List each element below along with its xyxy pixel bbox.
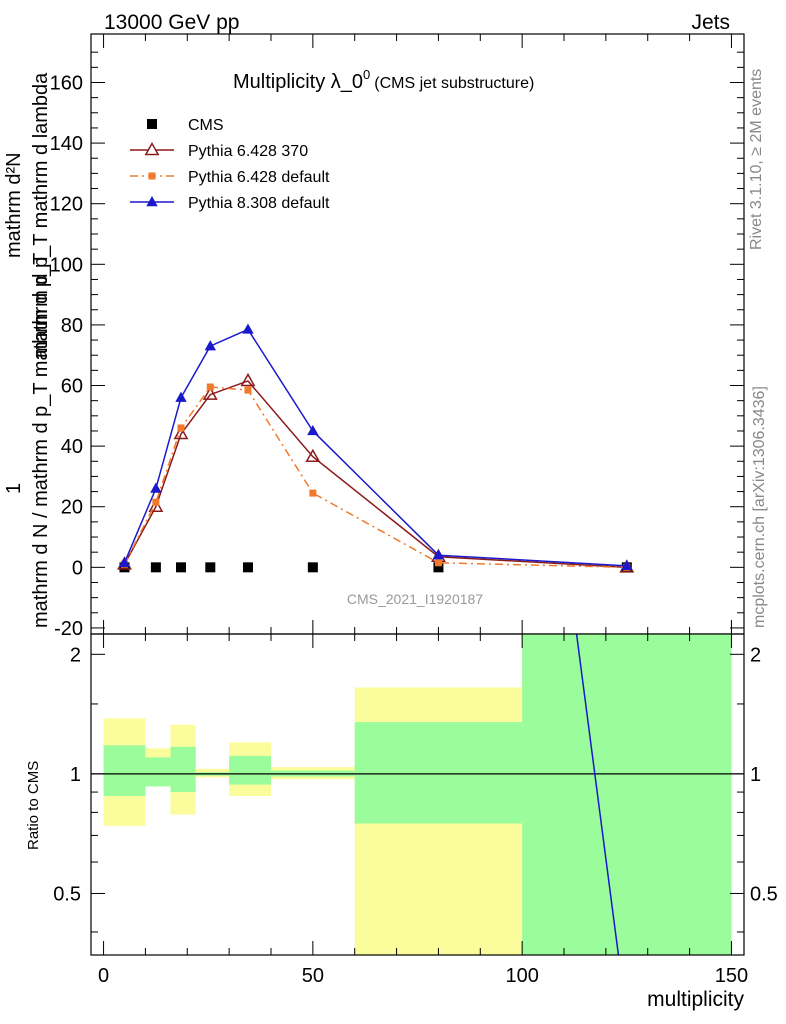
plot-title: Multiplicity λ_00 (CMS jet substructure) [233,67,534,93]
main-y-tick-label: 100 [50,254,83,276]
ratio-band-green [229,755,271,785]
cms-data-point [175,562,186,573]
main-plot-panel: -20 0 20 40 60 80 100 120 140 160 [50,33,745,640]
main-y-tick-label: 160 [50,72,83,94]
ratio-y-tick-label-right: 1 [750,764,761,786]
main-y-tick-label: 140 [50,133,83,155]
mcplots-label: mcplots.cern.ch [arXiv:1306.3436] [751,386,768,628]
x-axis-label: multiplicity [647,988,744,1011]
ratio-y-tick-label-right: 0.5 [750,883,778,905]
main-y-axis-label: mathrm d²N mathrm d p_T mathrm d lambda … [3,72,52,628]
x-tick-label: 150 [715,965,748,987]
main-y-tick-label: -20 [54,618,83,640]
py8-default-point [621,559,633,571]
ratio-y-tick-label-left: 2 [70,644,81,666]
y-label-denominator: mathrm d N / mathrm d p_T mathrm d p_T [30,253,52,628]
py6-370-point [148,498,164,513]
ratio-band-green [354,722,523,824]
cms-data-point [242,562,253,573]
py8-default-point [432,549,445,560]
ratio-band-green [145,757,171,787]
legend-entry-label: CMS [188,117,224,134]
ratio-y-axis-label: Ratio to CMS [25,761,42,850]
header-energy-label: 13000 GeV pp [104,11,239,34]
py8-default-point [175,391,187,402]
legend-marker-py8-default [146,196,158,207]
x-tick-label: 100 [505,965,538,987]
x-tick-label: 50 [302,965,324,987]
main-y-tick-label: 120 [50,194,83,216]
plot-title-main: Multiplicity λ_0 [233,71,363,93]
py8-default-point [242,323,254,334]
ratio-y-tick-label-left: 1 [70,764,81,786]
legend-entry-label: Pythia 6.428 370 [188,143,308,160]
py8-default-point [150,482,162,493]
y-label-numerator: mathrm d²N [3,152,25,258]
main-y-tick-label: 0 [72,557,83,579]
ratio-band-green [522,634,732,955]
rivet-version-label: Rivet 3.1.10, ≥ 2M events [748,69,765,250]
ratio-plot-panel: 0.5 0.5 1 1 2 2 0 50 100 150 [53,633,778,987]
series-3 [118,323,633,571]
ratio-y-tick-label-right: 2 [750,644,761,666]
legend-marker-py6-default [148,172,156,180]
x-tick-label: 0 [98,965,109,987]
py6-370-point [240,372,256,387]
legend-entry-label: Pythia 6.428 default [188,169,330,186]
legend: CMS Pythia 6.428 370 Pythia 6.428 default P… [130,117,330,212]
series-line [123,380,627,569]
plot-title-subtitle: (CMS jet substructure) [374,75,534,92]
legend-marker-cms [147,119,157,129]
py6-default-point [152,498,160,506]
y-label-one: 1 [3,483,25,494]
py6-default-point [177,424,185,432]
py6-default-point [206,383,214,391]
py8-default-point [307,424,319,436]
py6-370-point [305,448,321,463]
cms-data-point [150,562,161,573]
main-y-tick-label: 20 [61,497,83,519]
cms-data-point [307,562,318,573]
ratio-frame [90,633,745,956]
series-line [123,328,627,567]
cms-data-point [433,562,444,573]
py8-default-point [118,556,131,567]
legend-entry-label: Pythia 8.308 default [188,195,330,212]
ratio-y-tick-label-left: 0.5 [53,883,81,905]
plot-title-superscript: 0 [363,67,370,82]
ratio-series-line [575,633,620,956]
py6-default-point [244,386,252,394]
ratio-band-green [170,746,196,793]
py6-default-point [434,559,442,567]
py6-370-point [202,386,218,400]
py6-370-point [173,425,189,440]
main-y-tick-label: 60 [61,376,83,398]
header-jets-label: Jets [691,11,730,34]
series-line [123,386,627,569]
series-1 [117,372,635,573]
analysis-watermark: CMS_2021_I1920187 [347,591,483,607]
legend-marker-py6-370 [144,141,160,156]
main-y-tick-label: 80 [61,315,83,337]
py8-default-point [204,340,216,351]
cms-data-point [205,562,216,573]
y-label-numerator-sub: mathrm d p_T mathrm d lambda [30,72,52,358]
main-y-tick-label: 40 [61,436,83,458]
ratio-band-green [103,745,146,796]
py6-default-point [309,489,317,497]
